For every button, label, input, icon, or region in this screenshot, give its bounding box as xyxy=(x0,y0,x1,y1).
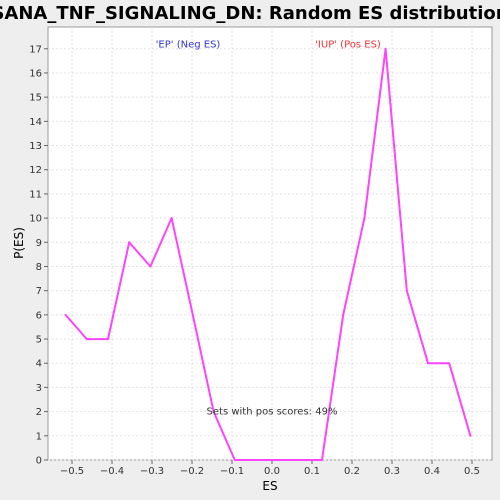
annotation-label: Sets with pos scores: 49% xyxy=(207,407,338,418)
y-tick-label: 8 xyxy=(36,262,42,273)
data-point xyxy=(448,362,451,365)
y-tick-label: 14 xyxy=(29,117,42,128)
data-point xyxy=(321,459,323,461)
data-point xyxy=(384,47,387,50)
y-tick-label: 7 xyxy=(36,286,42,297)
y-tick-label: 2 xyxy=(36,407,42,418)
y-tick-label: 4 xyxy=(36,359,42,370)
x-tick-label: −0.4 xyxy=(100,466,124,477)
data-point xyxy=(149,265,152,268)
data-point xyxy=(427,362,429,365)
x-tick-label: −0.3 xyxy=(140,466,164,477)
data-point xyxy=(276,459,279,461)
y-tick-label: 1 xyxy=(36,431,42,442)
data-point xyxy=(363,217,366,220)
x-tick-label: 0.3 xyxy=(384,466,400,477)
y-tick-label: 12 xyxy=(29,165,42,176)
x-axis-label: ES xyxy=(262,479,277,493)
y-tick-label: 5 xyxy=(36,335,42,346)
data-point xyxy=(212,410,215,413)
plot-area xyxy=(47,26,493,461)
x-tick-label: 0.5 xyxy=(464,466,480,477)
annotation-label: 'IUP' (Pos ES) xyxy=(315,40,381,51)
x-tick-label: 0.4 xyxy=(424,466,440,477)
y-tick-label: 13 xyxy=(29,141,42,152)
data-point xyxy=(405,289,408,292)
data-point xyxy=(342,313,345,316)
y-tick-label: 3 xyxy=(36,383,42,394)
data-point xyxy=(64,313,67,316)
data-point xyxy=(297,459,300,461)
x-tick-label: 0.0 xyxy=(264,466,280,477)
y-tick-label: 15 xyxy=(29,93,42,104)
grid xyxy=(48,27,492,461)
data-point xyxy=(233,459,236,461)
data-point xyxy=(469,434,472,437)
annotation-label: 'EP' (Neg ES) xyxy=(156,40,221,51)
y-tick-label: 0 xyxy=(36,456,42,467)
data-point xyxy=(255,459,257,461)
y-tick-label: 16 xyxy=(29,68,42,79)
y-tick-label: 10 xyxy=(29,214,42,225)
y-tick-label: 9 xyxy=(36,238,42,249)
x-axis: −0.5 −0.4 −0.3 −0.2 −0.1 0.0 0.1 0.2 0.3 0.4 0.5 xyxy=(60,460,480,477)
x-tick-label: −0.1 xyxy=(220,466,244,477)
data-point xyxy=(85,338,88,341)
series-line xyxy=(64,47,472,461)
data-point xyxy=(128,241,131,244)
x-tick-label: −0.5 xyxy=(60,466,84,477)
y-axis-label: P(ES) xyxy=(12,227,26,259)
x-tick-label: 0.1 xyxy=(304,466,320,477)
data-point xyxy=(170,217,173,220)
data-point xyxy=(191,313,194,316)
y-tick-label: 17 xyxy=(29,44,42,55)
y-tick-label: 11 xyxy=(29,189,42,200)
chart-title: SANA_TNF_SIGNALING_DN: Random ES distrib… xyxy=(0,3,500,24)
x-tick-label: −0.2 xyxy=(180,466,204,477)
annotations: 'EP' (Neg ES) 'IUP' (Pos ES) Sets with pos… xyxy=(156,40,381,418)
x-tick-label: 0.2 xyxy=(344,466,360,477)
data-point xyxy=(107,338,109,341)
y-tick-label: 6 xyxy=(36,310,42,321)
series-layer xyxy=(64,47,472,461)
